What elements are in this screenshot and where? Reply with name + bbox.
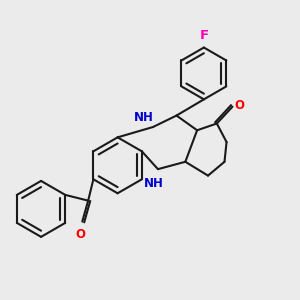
Text: O: O bbox=[76, 228, 86, 241]
Text: NH: NH bbox=[144, 177, 164, 190]
Text: NH: NH bbox=[134, 111, 154, 124]
Text: O: O bbox=[235, 99, 245, 112]
Text: F: F bbox=[199, 29, 208, 42]
